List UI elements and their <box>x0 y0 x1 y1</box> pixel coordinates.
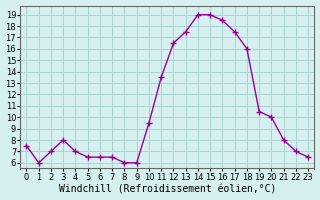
X-axis label: Windchill (Refroidissement éolien,°C): Windchill (Refroidissement éolien,°C) <box>59 184 276 194</box>
